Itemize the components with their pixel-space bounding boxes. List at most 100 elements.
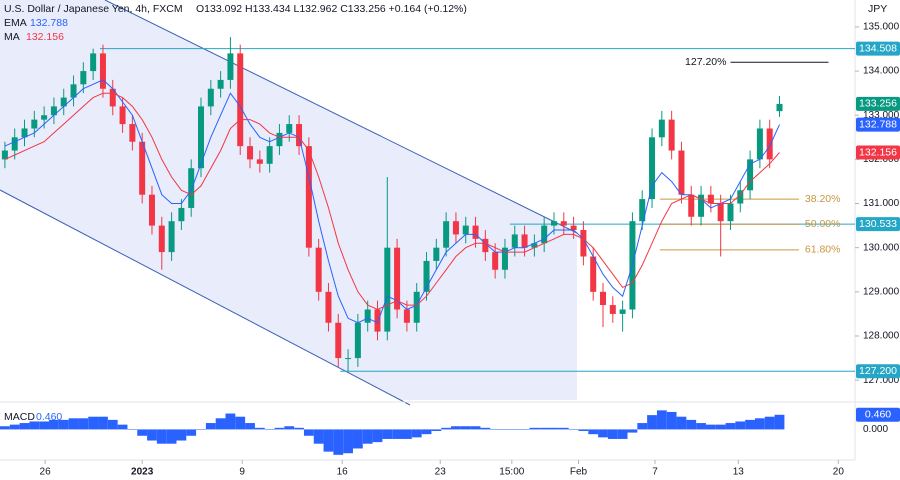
macd-bar [343, 429, 353, 454]
macd-bar [29, 421, 40, 430]
candle-body [717, 203, 724, 222]
candle-body [384, 247, 391, 332]
currency: JPY [868, 3, 887, 15]
macd-bar [352, 429, 363, 449]
candle-body [178, 207, 185, 222]
macd-bar [480, 427, 491, 430]
candle-body [198, 106, 205, 169]
price-tag [856, 145, 900, 160]
macd-bar [205, 423, 216, 430]
candle-body [227, 53, 234, 80]
price-tag-label: 132.156 [859, 146, 897, 158]
indicator-line [4, 79, 780, 324]
legend-macd-value: 0.460 [36, 411, 62, 423]
macd-bar [372, 429, 383, 443]
macd-bar [764, 416, 775, 430]
candle-body [374, 309, 381, 332]
candle-body [492, 252, 499, 270]
macd-bar [451, 426, 461, 430]
price-tag-label: 133.256 [859, 98, 897, 110]
candle-body [776, 103, 783, 112]
x-tick-label: 9 [239, 467, 245, 478]
candle-body [276, 132, 283, 147]
indicator-line [4, 92, 780, 311]
legend-macd: MACD [4, 411, 35, 423]
candle-body [678, 150, 685, 195]
macd-bar [362, 429, 373, 444]
x-tick-label: 16 [337, 467, 349, 478]
candle-body [482, 238, 489, 253]
candle-body [119, 106, 126, 125]
legend-ema-value: 132.788 [30, 17, 68, 29]
y-tick-label: 132.000 [863, 154, 900, 165]
candle-body [11, 137, 18, 151]
macd-bar [588, 429, 599, 435]
macd-bar [568, 429, 579, 430]
x-tick-label: 2023 [131, 467, 154, 478]
candle-body [21, 128, 28, 138]
macd-bar [460, 426, 471, 430]
macd-bar [98, 416, 108, 430]
candle-body [580, 230, 587, 257]
legend-ema: EMA [4, 17, 27, 29]
candle-body [668, 119, 675, 151]
macd-bar [647, 415, 657, 430]
y-tick-label: 129.000 [863, 286, 900, 297]
candle-body [639, 199, 646, 222]
candle-body [266, 146, 273, 164]
macd-bar [598, 429, 608, 438]
title: U.S. Dollar / Japanese Yen, 4h, FXCM [4, 3, 183, 15]
macd-bar [500, 429, 510, 430]
candle-body [354, 322, 361, 359]
macd-bar [58, 419, 69, 430]
macd-bar [402, 429, 412, 439]
candle-body [707, 194, 714, 204]
macd-bar [490, 429, 501, 430]
candle-body [207, 88, 214, 107]
price-tag-label: 132.788 [859, 118, 897, 130]
x-tick-label: 20 [833, 467, 845, 478]
y-tick-label: 130.000 [863, 242, 900, 253]
candle-body [600, 291, 607, 306]
candle-body [41, 115, 48, 120]
macd-bar [68, 418, 79, 430]
candle-body [619, 309, 626, 314]
macd-bar [19, 423, 30, 430]
candle-body [403, 309, 410, 323]
price-tag [856, 407, 900, 422]
macd-bar [529, 427, 540, 430]
candle-body [256, 159, 263, 164]
fib-label: 50.00% [805, 218, 841, 230]
legend-ma-value: 132.156 [26, 31, 64, 43]
macd-bar [421, 429, 432, 435]
fib-label: 61.80% [805, 244, 841, 256]
macd-bar [705, 424, 716, 430]
macd-bar [392, 429, 403, 439]
price-tag [856, 96, 900, 111]
candle-body [737, 190, 744, 204]
candle-body [335, 322, 342, 359]
candle-body [698, 194, 705, 217]
macd-bar [78, 418, 89, 430]
legend-ma: MA [4, 31, 20, 43]
candle-body [511, 234, 518, 248]
price-tag-label: 134.508 [859, 42, 897, 54]
candle-body [148, 194, 155, 226]
macd-bar [225, 413, 236, 430]
candle-body [413, 291, 420, 323]
candle-body [443, 221, 450, 248]
macd-bar [333, 429, 344, 455]
macd-bar [176, 429, 187, 441]
price-tag [856, 217, 900, 232]
candle-body [217, 79, 224, 89]
channel-upper [104, 0, 578, 234]
macd-bar [470, 426, 481, 430]
macd-bar [127, 429, 138, 430]
macd-bar [323, 429, 334, 452]
y-tick-label: 133.000 [863, 110, 900, 121]
y-tick-label: 131.000 [863, 198, 900, 209]
candle-body [452, 221, 459, 235]
y-tick-label: 128.000 [863, 331, 900, 342]
candle-body [31, 119, 38, 129]
macd-bar [264, 429, 275, 430]
